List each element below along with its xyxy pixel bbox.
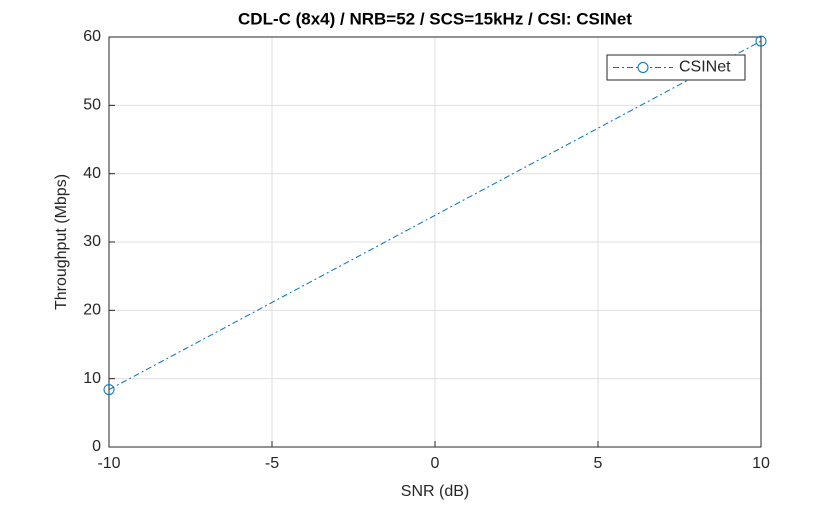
y-axis-label: Throughput (Mbps) [53, 174, 70, 310]
x-axis-label: SNR (dB) [401, 483, 469, 500]
y-tick-label: 20 [83, 302, 101, 319]
axes-box [108, 36, 762, 448]
legend-marker [637, 62, 649, 73]
y-tick-label: 0 [92, 438, 101, 455]
x-tick-label: -10 [97, 455, 120, 472]
y-tick-label: 10 [83, 370, 101, 387]
y-tick-label: 30 [83, 233, 101, 250]
y-tick-label: 60 [83, 28, 101, 45]
chart-title: CDL-C (8x4) / NRB=52 / SCS=15kHz / CSI: … [238, 9, 632, 28]
x-tick-label: 5 [594, 455, 603, 472]
data-point [755, 35, 767, 47]
x-tick-label: -5 [265, 455, 279, 472]
x-tick-label: 0 [431, 455, 440, 472]
y-tick-label: 50 [83, 97, 101, 114]
data-point [103, 384, 115, 396]
legend-label: CSINet [679, 59, 731, 76]
data-line [108, 40, 762, 391]
y-tick-label: 40 [83, 165, 101, 182]
x-tick-label: 10 [752, 455, 770, 472]
